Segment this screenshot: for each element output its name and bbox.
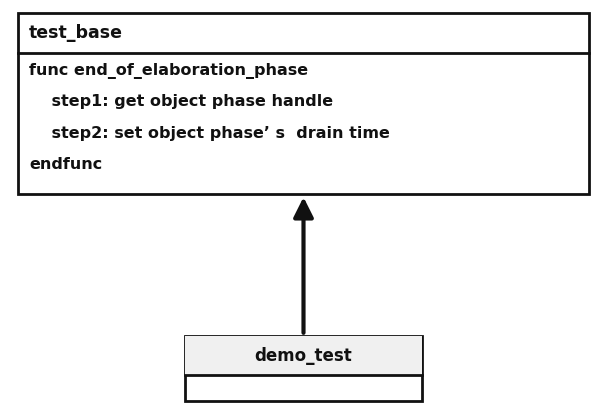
Bar — [18, 13, 589, 194]
Text: func end_of_elaboration_phase: func end_of_elaboration_phase — [29, 63, 308, 79]
Text: demo_test: demo_test — [254, 347, 353, 365]
Bar — [185, 336, 422, 375]
Bar — [185, 336, 422, 401]
Text: endfunc: endfunc — [29, 157, 103, 172]
Text: step1: get object phase handle: step1: get object phase handle — [29, 94, 333, 110]
Text: test_base: test_base — [29, 24, 123, 42]
Text: step2: set object phase’ s  drain time: step2: set object phase’ s drain time — [29, 126, 390, 141]
